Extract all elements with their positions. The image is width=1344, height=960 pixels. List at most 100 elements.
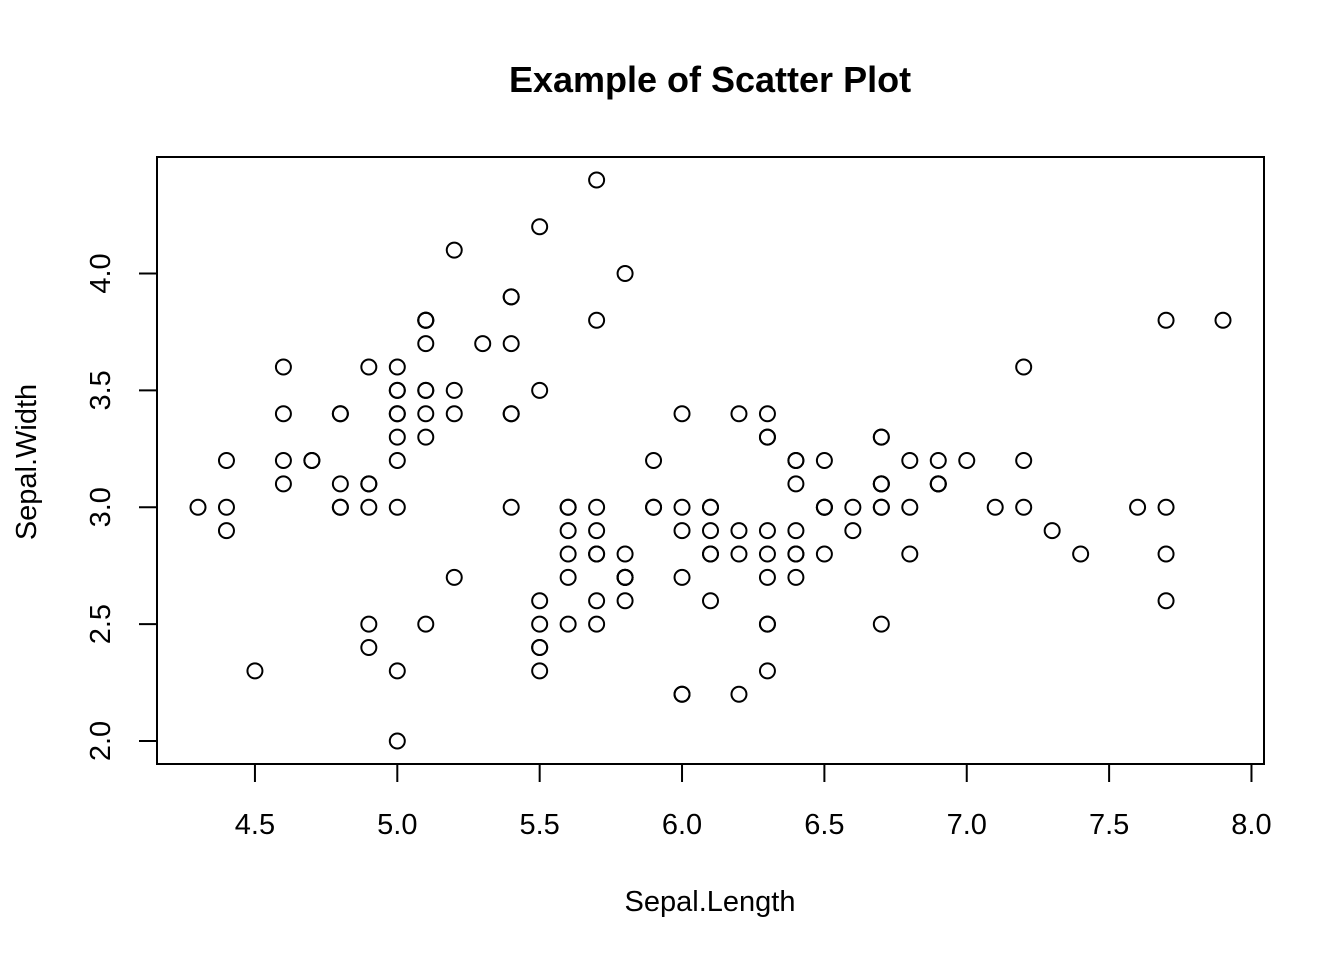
data-point — [445, 241, 463, 259]
data-point — [360, 358, 378, 376]
data-point — [502, 288, 520, 306]
data-point — [388, 405, 406, 423]
data-point — [787, 522, 805, 540]
x-tick-label: 8.0 — [1231, 809, 1271, 841]
data-point — [559, 615, 577, 633]
data-point — [901, 452, 919, 469]
data-point — [417, 311, 435, 329]
data-point — [588, 498, 606, 516]
data-point — [673, 568, 691, 586]
data-point — [217, 452, 235, 469]
data-point — [217, 522, 235, 540]
y-tick-label: 4.0 — [85, 253, 117, 293]
data-point — [758, 428, 776, 446]
data-points — [189, 171, 1232, 750]
data-point — [559, 498, 577, 516]
data-point — [331, 475, 349, 493]
data-point — [217, 498, 235, 516]
data-point — [815, 452, 833, 469]
data-point — [702, 498, 719, 516]
data-point — [758, 662, 776, 680]
data-point — [616, 592, 634, 610]
data-point — [758, 522, 776, 540]
data-point — [331, 405, 349, 423]
data-point — [531, 639, 549, 656]
data-point — [417, 615, 435, 633]
data-point — [901, 545, 919, 563]
data-point — [360, 475, 378, 493]
data-point — [815, 545, 833, 563]
data-point — [1015, 358, 1033, 376]
data-point — [1072, 545, 1090, 563]
data-point — [531, 592, 549, 610]
data-point — [645, 452, 663, 469]
data-point — [502, 335, 520, 353]
data-point — [1157, 545, 1175, 563]
y-tick-label: 2.0 — [85, 721, 117, 761]
data-point — [645, 498, 663, 516]
data-point — [872, 498, 890, 516]
data-point — [1157, 311, 1175, 329]
data-point — [531, 662, 549, 680]
y-axis: 2.0 2.5 3.0 3.5 4.0 — [85, 253, 158, 761]
data-point — [1129, 498, 1147, 516]
data-point — [531, 381, 549, 399]
data-point — [758, 615, 776, 633]
x-tick-label: 5.0 — [377, 809, 417, 841]
data-point — [758, 568, 776, 586]
data-point — [588, 592, 606, 610]
data-point — [189, 498, 207, 516]
data-point — [730, 545, 748, 563]
x-tick-label: 7.5 — [1089, 809, 1129, 841]
data-point — [730, 405, 748, 423]
data-point — [616, 265, 634, 282]
data-point — [502, 498, 520, 516]
data-point — [702, 522, 719, 540]
data-point — [872, 615, 890, 633]
data-point — [559, 568, 577, 586]
data-point — [1015, 498, 1033, 516]
data-point — [815, 498, 833, 516]
x-tick-label: 6.5 — [804, 809, 844, 841]
x-tick-label: 6.0 — [662, 809, 702, 841]
data-point — [417, 335, 435, 353]
data-point — [1043, 522, 1061, 540]
data-point — [531, 218, 549, 236]
data-point — [929, 475, 947, 493]
data-point — [274, 405, 292, 423]
data-point — [588, 311, 606, 329]
data-point — [730, 685, 748, 703]
data-point — [445, 381, 463, 399]
data-point — [588, 522, 606, 540]
data-point — [872, 428, 890, 446]
data-point — [787, 568, 805, 586]
data-point — [588, 171, 606, 189]
data-point — [388, 662, 406, 680]
data-point — [758, 405, 776, 423]
data-point — [274, 475, 292, 493]
data-point — [559, 545, 577, 563]
data-point — [787, 545, 805, 563]
y-tick-label: 2.5 — [85, 604, 117, 644]
x-tick-label: 5.5 — [520, 809, 560, 841]
data-point — [360, 498, 378, 516]
data-point — [1157, 592, 1175, 610]
data-point — [388, 732, 406, 750]
data-point — [502, 405, 520, 423]
data-point — [844, 498, 862, 516]
data-point — [303, 452, 321, 469]
data-point — [787, 475, 805, 493]
data-point — [1015, 452, 1033, 469]
data-point — [274, 358, 292, 376]
data-point — [758, 545, 776, 563]
data-point — [388, 452, 406, 469]
data-point — [673, 498, 691, 516]
plot-frame — [156, 156, 1265, 765]
y-axis-label: Sepal.Width — [11, 384, 43, 540]
data-point — [246, 662, 264, 680]
y-tick-label: 3.5 — [85, 370, 117, 410]
x-tick-label: 4.5 — [235, 809, 275, 841]
data-point — [616, 545, 634, 563]
data-point — [1214, 311, 1232, 329]
data-point — [872, 475, 890, 493]
